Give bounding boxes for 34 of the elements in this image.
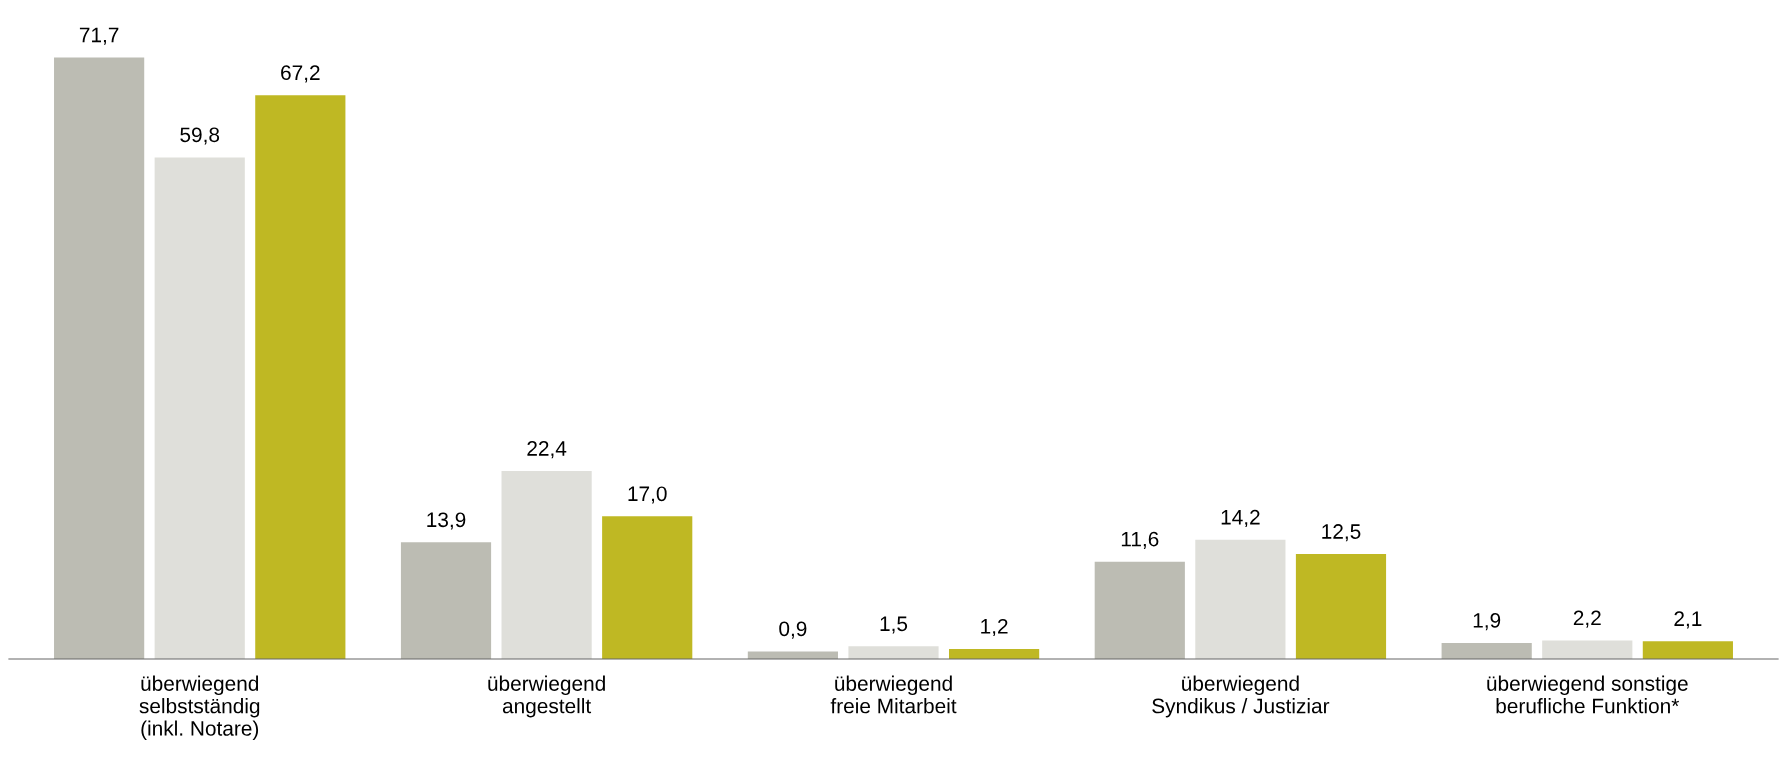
data-label: 11,6: [1121, 531, 1159, 549]
bar: [747, 651, 838, 659]
data-label: 2,1: [1674, 611, 1702, 629]
bar: [255, 95, 346, 659]
data-label: 59,8: [180, 127, 220, 145]
bar: [400, 542, 492, 659]
bar: [1295, 554, 1387, 659]
x-tick-label: überwiegend selbstständig (inkl. Notare): [139, 675, 260, 740]
data-label: 1,2: [981, 618, 1008, 637]
bar: [602, 516, 693, 659]
data-label: 2,2: [1573, 610, 1601, 628]
bar: [501, 471, 592, 659]
bar: [1195, 539, 1286, 659]
data-label: 71,7: [79, 27, 119, 45]
bar: [1642, 641, 1733, 659]
bar: [1094, 561, 1185, 659]
x-tick-label: überwiegend freie Mitarbeit: [830, 675, 957, 714]
bar: [154, 157, 245, 659]
data-label: 13,9: [427, 512, 466, 530]
data-label: 17,0: [628, 486, 667, 504]
bar: [1441, 643, 1532, 659]
bar: [54, 57, 145, 659]
bar: [1542, 640, 1633, 659]
bar: [848, 646, 939, 659]
data-label: 0,9: [779, 621, 807, 639]
x-tick-label: überwiegend sonstige berufliche Funktion*: [1487, 675, 1688, 714]
data-label: 12,5: [1322, 524, 1361, 542]
data-label: 67,2: [281, 65, 320, 83]
data-label: 14,2: [1221, 509, 1260, 528]
x-tick-label: überwiegend Syndikus / Justiziar: [1152, 675, 1330, 718]
data-label: 1,5: [880, 616, 908, 634]
data-label: 1,9: [1473, 613, 1501, 631]
x-tick-label: überwiegend angestellt: [488, 675, 605, 718]
data-label: 22,4: [527, 441, 567, 459]
